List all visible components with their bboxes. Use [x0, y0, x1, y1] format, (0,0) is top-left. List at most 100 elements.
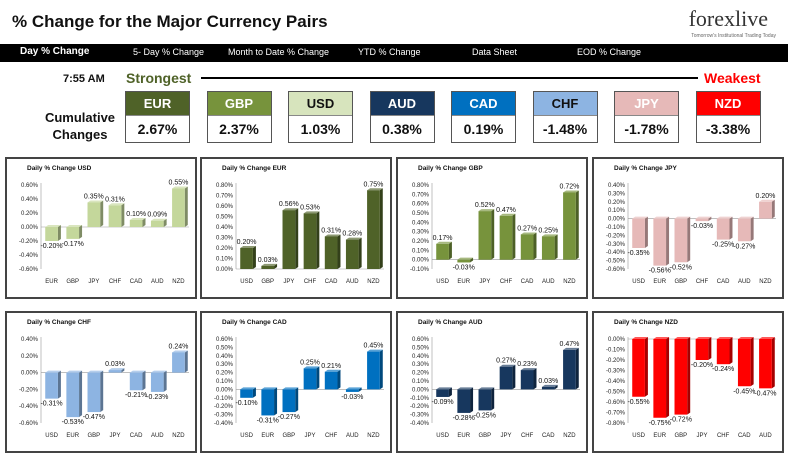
bar-side: [729, 216, 733, 240]
bar-gbp: [478, 387, 495, 411]
x-tick-label: USD: [45, 433, 58, 439]
bar-top: [45, 370, 61, 373]
bar-face: [282, 389, 296, 413]
bar-side: [379, 188, 383, 269]
data-label: 0.20%: [755, 193, 775, 200]
bar-top: [108, 203, 125, 206]
y-tick-label: 0.60%: [216, 337, 234, 343]
data-label: 0.45%: [363, 343, 383, 350]
bar-side: [79, 225, 83, 239]
bar-eur: [66, 370, 83, 418]
x-tick-label: CHF: [696, 279, 709, 285]
y-tick-label: 0.60%: [21, 183, 39, 189]
data-label: 0.31%: [105, 196, 125, 203]
bar-top: [478, 387, 495, 390]
bar-top: [457, 257, 474, 260]
currency-value: 2.37%: [207, 115, 271, 142]
y-tick-label: 0.20%: [216, 246, 234, 252]
tab-day-change[interactable]: Day % Change: [20, 46, 90, 57]
bar-face: [759, 339, 772, 389]
bar-face: [478, 389, 492, 411]
bar-side: [100, 370, 104, 413]
y-tick-label: 0.20%: [21, 354, 39, 360]
y-tick-label: -0.40%: [19, 253, 39, 259]
chart-panel-eur: Daily % Change EUR 0.80% 0.70% 0.60% 0.50% 0.…: [200, 157, 392, 299]
bar-nzd: [367, 349, 383, 390]
currency-value: 2.67%: [126, 115, 189, 142]
tab-5-day-change[interactable]: 5- Day % Change: [133, 47, 205, 57]
y-tick-label: 0.50%: [216, 215, 234, 221]
x-tick-label: AUD: [759, 433, 772, 439]
bar-side: [337, 234, 341, 269]
bar-side: [554, 234, 558, 260]
timestamp: 7:55 AM: [63, 73, 105, 85]
bar-top: [759, 199, 775, 202]
forexlive-logo[interactable]: forexlive Tomorrow's Institutional Tradi…: [671, 6, 776, 40]
y-tick-label: 0.30%: [216, 362, 234, 368]
bar-top: [367, 188, 383, 191]
bar-chf: [108, 203, 125, 227]
bar-top: [282, 387, 299, 390]
bar-face: [653, 339, 667, 418]
bar-chf: [716, 337, 733, 365]
x-tick-label: NZD: [563, 433, 576, 439]
bar-top: [737, 216, 754, 219]
x-tick-label: CHF: [500, 279, 513, 285]
chart-panel-cad: Daily % Change CAD 0.60% 0.50% 0.40% 0.30% 0.…: [200, 311, 392, 453]
currency-box-aud: AUD 0.38%: [369, 91, 435, 143]
bar-face: [520, 234, 534, 260]
bar-side: [358, 237, 362, 269]
bar-side: [708, 337, 712, 360]
data-label: 0.24%: [168, 343, 188, 350]
bar-face: [108, 370, 122, 373]
bar-face: [563, 349, 576, 390]
bar-usd: [45, 370, 61, 399]
y-tick-label: -0.70%: [606, 411, 626, 417]
data-label: 0.03%: [258, 257, 278, 264]
bar-face: [108, 205, 122, 227]
bar-face: [66, 227, 80, 239]
data-label: -0.09%: [431, 399, 453, 406]
bar-usd: [436, 387, 452, 397]
data-label: -0.23%: [146, 394, 168, 401]
chart-panel-chf: Daily % Change CHF 0.40% 0.20% 0.00% -0.20% -…: [5, 311, 197, 453]
bar-cad: [737, 337, 754, 387]
title-bar: % Change for the Major Currency Pairs fo…: [0, 0, 788, 45]
y-tick-label: 0.00%: [608, 337, 626, 343]
data-label: 0.27%: [517, 225, 537, 232]
bar-cad: [324, 234, 341, 269]
tab-month-to-date-change[interactable]: Month to Date % Change: [228, 47, 330, 57]
tab-eod-change[interactable]: EOD % Change: [577, 47, 642, 57]
bar-cad: [716, 216, 733, 240]
bar-top: [324, 369, 341, 372]
x-tick-label: CAD: [325, 279, 338, 285]
y-tick-label: 0.10%: [216, 379, 234, 385]
data-label: -0.03%: [341, 394, 363, 401]
bar-face: [674, 218, 688, 263]
bar-aud: [150, 370, 167, 392]
bar-side: [491, 209, 495, 260]
tab-data-sheet[interactable]: Data Sheet: [472, 47, 518, 57]
data-label: -0.28%: [453, 415, 475, 422]
y-tick-label: 0.40%: [608, 183, 626, 189]
bar-face: [261, 389, 275, 416]
y-tick-label: -0.60%: [19, 421, 39, 427]
data-label: -0.03%: [691, 223, 713, 230]
tab-ytd-change[interactable]: YTD % Change: [358, 47, 421, 57]
y-tick-label: -0.10%: [606, 348, 626, 354]
bar-chf: [695, 216, 712, 222]
chart-title: Daily % Change CHF: [27, 319, 91, 326]
bar-side: [337, 369, 341, 390]
bar-side: [274, 263, 278, 269]
data-label: 0.20%: [237, 239, 257, 246]
bar-side: [708, 216, 712, 222]
y-tick-label: -0.20%: [606, 358, 626, 364]
bar-top: [737, 337, 754, 339]
y-tick-label: 0.60%: [412, 202, 430, 208]
bar-top: [172, 350, 188, 353]
data-label: -0.55%: [627, 399, 649, 406]
data-label: -0.47%: [83, 414, 105, 421]
data-label: 0.47%: [496, 207, 516, 214]
bar-side: [379, 349, 383, 390]
bar-face: [520, 370, 534, 390]
